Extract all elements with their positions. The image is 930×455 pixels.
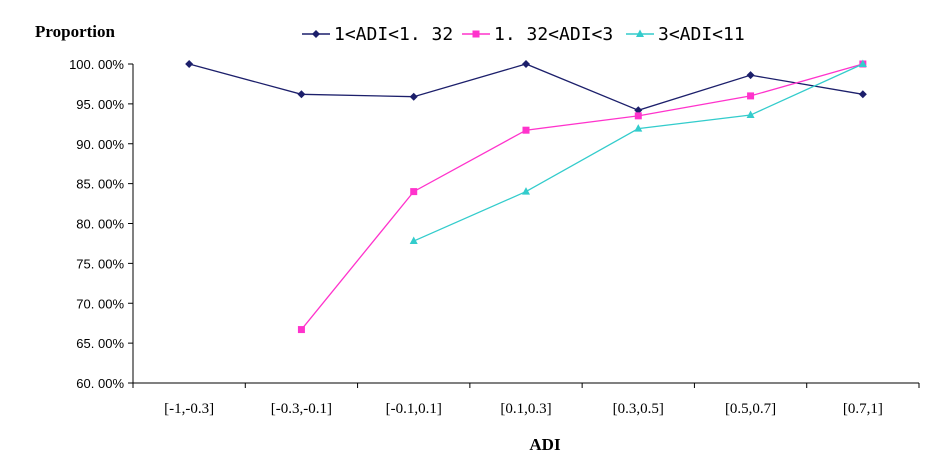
legend-label: 1. 32<ADI<3: [494, 24, 613, 45]
x-tick-label: [0.1,0.3]: [500, 401, 551, 417]
y-tick-label: 65. 00%: [76, 336, 124, 351]
series-line-2: [300, 63, 864, 330]
data-point: [409, 92, 418, 101]
data-point: [410, 188, 418, 196]
series-group: [185, 59, 867, 334]
data-point: [522, 126, 530, 134]
y-tick-label: 60. 00%: [76, 376, 124, 391]
data-point: [409, 236, 418, 245]
data-point: [522, 60, 530, 68]
x-tick-label: [-0.3,-0.1]: [271, 401, 332, 417]
y-tick-label: 80. 00%: [76, 217, 124, 232]
y-tick-label: 75. 00%: [76, 256, 124, 271]
x-tick-label: [-1,-0.3]: [164, 401, 214, 417]
x-tick-label: [0.7,1]: [843, 401, 883, 417]
y-tick-label: 85. 00%: [76, 177, 124, 192]
y-tick-label: 95. 00%: [76, 97, 124, 112]
x-tick-label: [0.5,0.7]: [725, 401, 776, 417]
data-point: [747, 92, 755, 100]
legend-item-1: 1<ADI<1. 32: [302, 24, 453, 45]
data-point: [858, 90, 867, 99]
x-tick-label: [0.3,0.5]: [613, 401, 664, 417]
data-point: [634, 106, 643, 115]
legend-marker: [312, 30, 320, 38]
series-line-3: [413, 63, 864, 242]
data-point: [185, 60, 194, 68]
legend-label: 3<ADI<11: [658, 24, 745, 45]
data-point: [634, 112, 642, 120]
legend-item-3: 3<ADI<11: [626, 24, 745, 45]
data-point: [297, 90, 306, 99]
y-tick-label: 90. 00%: [76, 137, 124, 152]
data-point: [746, 110, 755, 119]
legend-marker: [636, 29, 644, 37]
series-line-1: [188, 63, 863, 111]
data-point: [746, 71, 755, 80]
x-tick-label: [-0.1,0.1]: [386, 401, 442, 417]
x-tick-labels: [-1,-0.3] [-0.3,-0.1] [-0.1,0.1] [0.1,0.3] […: [164, 401, 883, 417]
series-1: [185, 60, 867, 115]
y-tick-label: 70. 00%: [76, 296, 124, 311]
data-point: [522, 187, 530, 195]
data-point: [858, 59, 867, 67]
legend-label: 1<ADI<1. 32: [334, 24, 453, 45]
legend-marker: [472, 30, 480, 38]
data-point: [297, 326, 305, 334]
y-axis-title: Proportion: [35, 22, 116, 41]
axes: [128, 63, 920, 388]
series-3: [409, 59, 867, 245]
x-axis-title: ADI: [529, 435, 561, 454]
y-tick-label: 100. 00%: [69, 57, 124, 72]
data-point: [634, 124, 643, 132]
legend-item-2: 1. 32<ADI<3: [462, 24, 613, 45]
y-tick-labels: 60. 00% 65. 00% 70. 00% 75. 00% 80. 00% 85. 0…: [69, 57, 124, 391]
legend: 1<ADI<1. 32 1. 32<ADI<3 3<ADI<11: [302, 24, 745, 45]
